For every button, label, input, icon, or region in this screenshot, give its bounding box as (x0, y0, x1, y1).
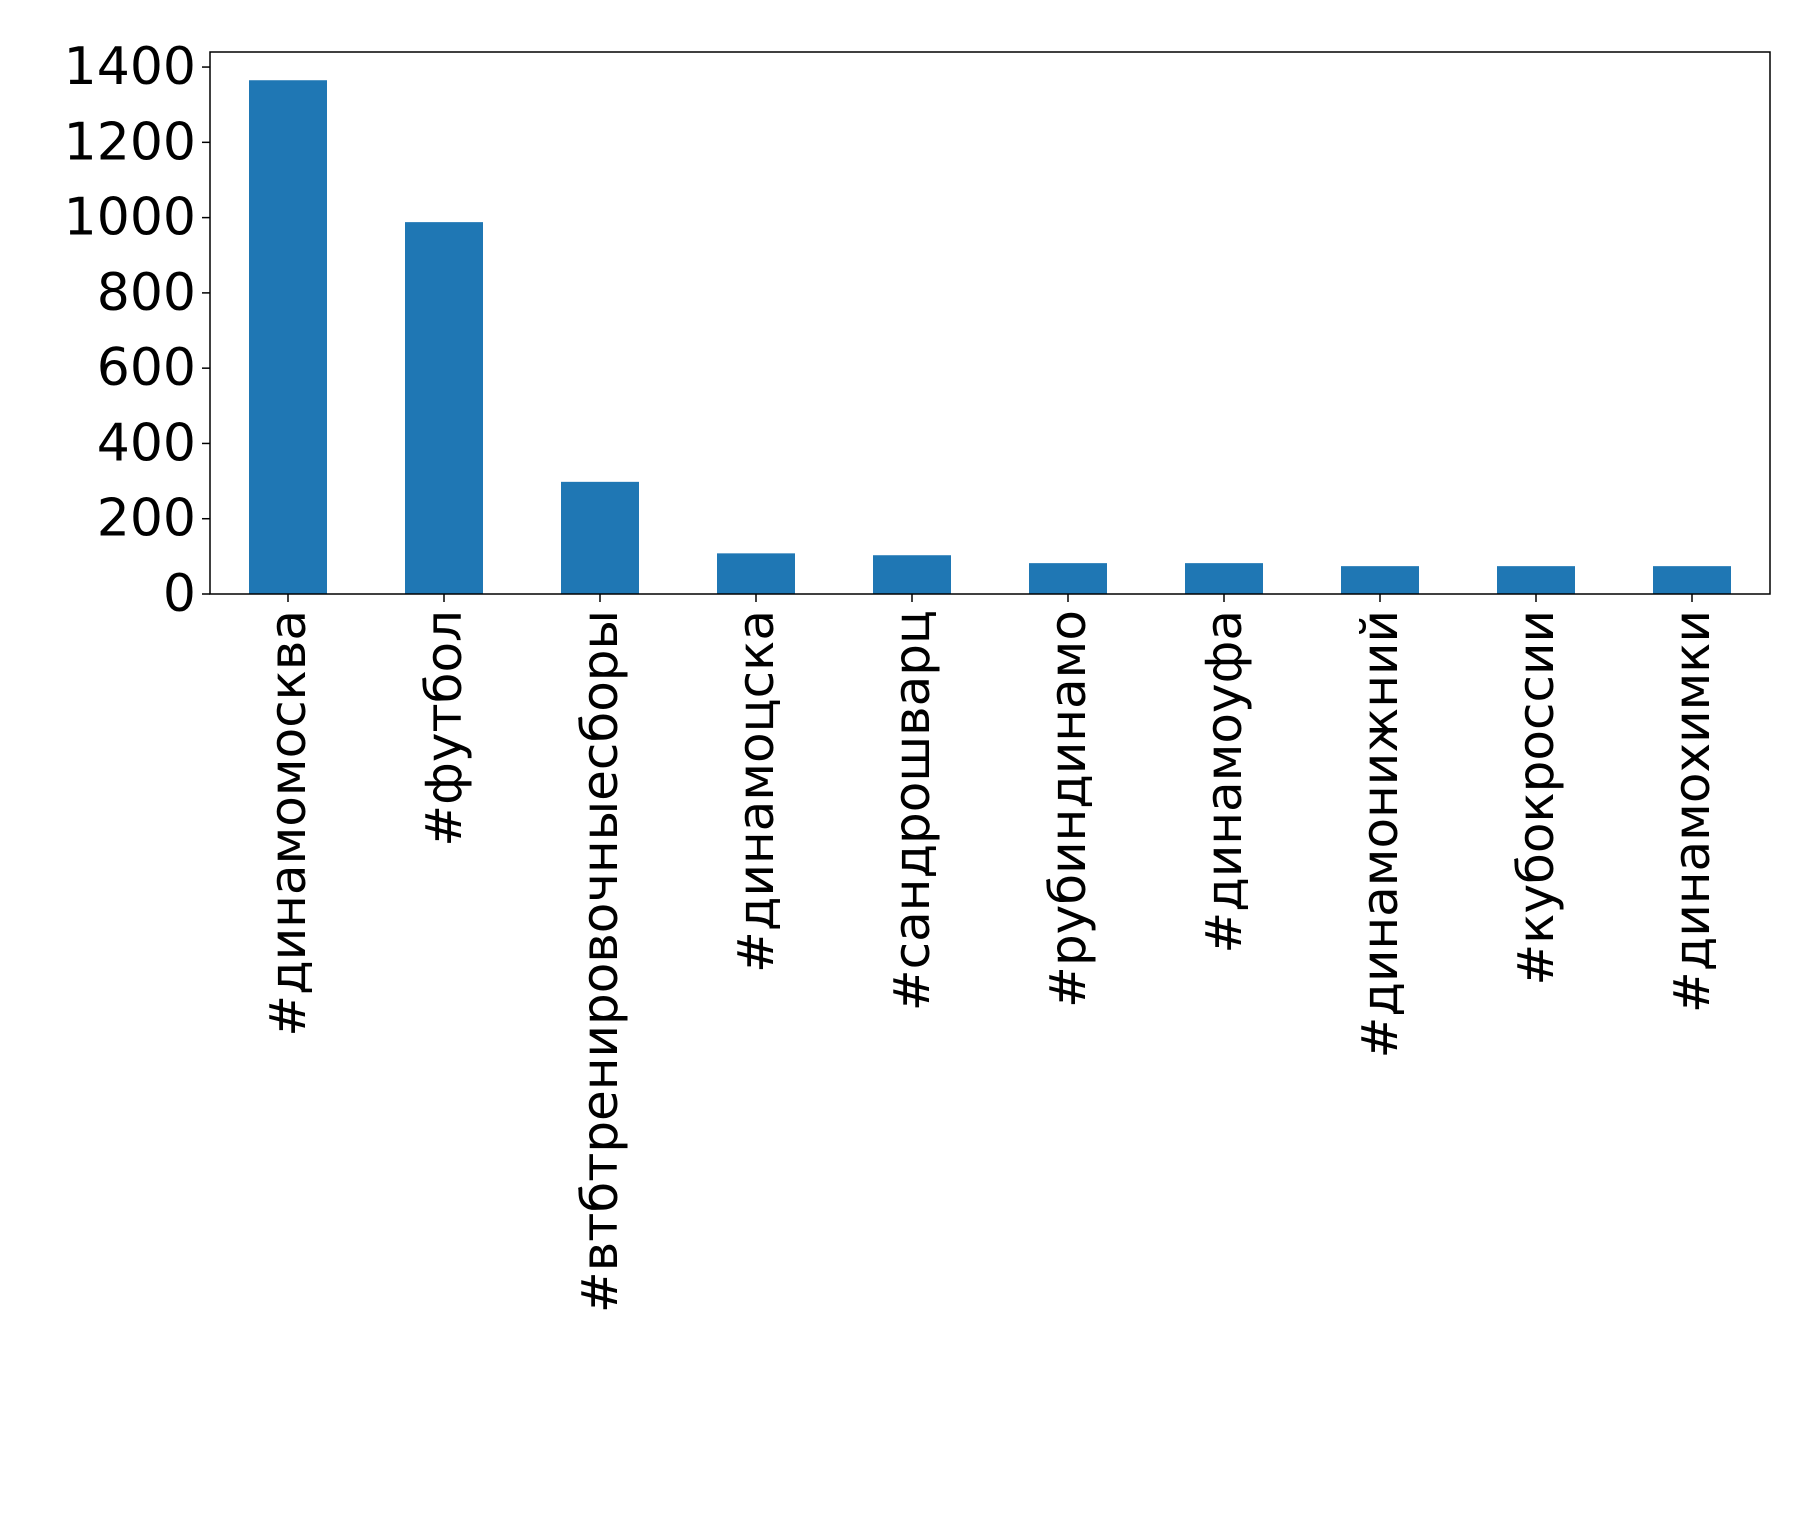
bar-8 (1341, 566, 1419, 594)
x-tick-label: #динамоуфа (1195, 610, 1253, 954)
y-tick-label: 0 (163, 564, 196, 624)
y-tick-label: 1400 (64, 37, 196, 97)
x-tick-label: #динамомосква (259, 610, 317, 1037)
y-tick-label: 800 (97, 263, 196, 323)
y-tick-label: 600 (97, 338, 196, 398)
y-axis: 0 200 400 600 800 1000 1200 1400 (64, 37, 210, 624)
bar-4 (717, 553, 795, 594)
bar-7 (1185, 563, 1263, 594)
bar-1 (249, 80, 327, 595)
y-tick-label: 400 (97, 413, 196, 473)
x-tick-label: #сандрошварц (883, 610, 941, 1011)
y-tick-label: 200 (97, 489, 196, 549)
bar-10 (1653, 566, 1731, 594)
x-tick-label: #динамоцска (727, 610, 785, 973)
y-tick-label: 1200 (64, 112, 196, 172)
bar-5 (873, 555, 951, 594)
bar-3 (561, 481, 639, 594)
x-tick-label: #динамохимки (1663, 610, 1721, 1013)
y-tick-label: 1000 (64, 188, 196, 248)
x-tick-label: #кубокроссии (1507, 610, 1565, 986)
x-tick-label: #футбол (415, 610, 473, 847)
bar-6 (1029, 563, 1107, 594)
x-tick-label: #втбтренировочныесборы (571, 610, 629, 1313)
bars-layer (249, 80, 1731, 595)
plot-frame (209, 51, 1771, 595)
x-tick-label: #динамонижний (1351, 610, 1409, 1059)
x-tick-label: #рубиндинамо (1039, 610, 1097, 1008)
bar-2 (405, 222, 483, 594)
x-axis: #динамомосква #футбол #втбтренировочныесбо… (259, 594, 1721, 1313)
bar-9 (1497, 566, 1575, 594)
